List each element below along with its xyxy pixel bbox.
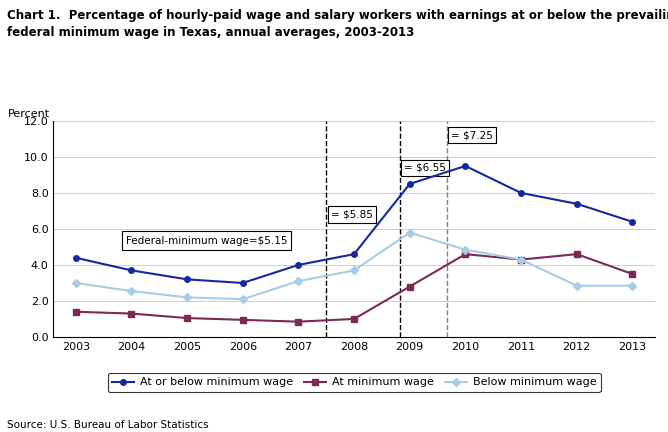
Text: = $7.25: = $7.25 <box>452 130 494 140</box>
Text: Source: U.S. Bureau of Labor Statistics: Source: U.S. Bureau of Labor Statistics <box>7 420 208 430</box>
Legend: At or below minimum wage, At minimum wage, Below minimum wage: At or below minimum wage, At minimum wag… <box>108 373 601 392</box>
Text: Federal­minimum wage=$5.15: Federal­minimum wage=$5.15 <box>126 236 287 246</box>
Text: Chart 1.  Percentage of hourly-paid wage and salary workers with earnings at or : Chart 1. Percentage of hourly-paid wage … <box>7 9 668 38</box>
Text: Percent: Percent <box>8 109 51 119</box>
Text: = $6.55: = $6.55 <box>404 163 446 173</box>
Text: = $5.85: = $5.85 <box>331 210 373 219</box>
